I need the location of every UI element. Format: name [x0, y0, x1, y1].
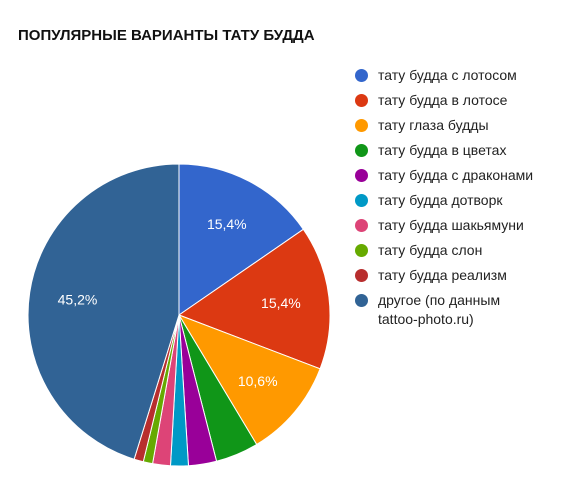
legend-swatch — [355, 119, 368, 132]
legend-item[interactable]: тату будда с лотосом — [355, 66, 555, 85]
slice-value-label: 15,4% — [261, 295, 301, 311]
legend-label: тату будда в лотосе — [378, 92, 508, 108]
pie-slice[interactable] — [178, 163, 305, 316]
pie-slice[interactable] — [177, 228, 331, 370]
legend-label: другое (по данным tattoo-photo.ru) — [378, 292, 501, 327]
legend-swatch — [355, 94, 368, 107]
legend-item[interactable]: тату будда слон — [355, 241, 555, 260]
pie-slice[interactable] — [177, 314, 321, 446]
legend-swatch — [355, 144, 368, 157]
legend-item[interactable]: тату будда в цветах — [355, 141, 555, 160]
legend-swatch — [355, 244, 368, 257]
slice-value-label: 15,4% — [207, 216, 247, 232]
legend-swatch — [355, 219, 368, 232]
legend-item[interactable]: другое (по данным tattoo-photo.ru) — [355, 291, 555, 329]
legend-label: тату будда в цветах — [378, 142, 507, 158]
legend-label: тату будда слон — [378, 242, 483, 258]
legend-label: тату будда дотворк — [378, 192, 503, 208]
legend-label: тату глаза будды — [378, 117, 489, 133]
pie-slice[interactable] — [27, 163, 180, 460]
legend-swatch — [355, 194, 368, 207]
legend-label: тату будда с драконами — [378, 167, 534, 183]
chart-legend: тату будда с лотосом тату будда в лотосе т… — [355, 66, 555, 335]
legend-item[interactable]: тату глаза будды — [355, 116, 555, 135]
legend-item[interactable]: тату будда с драконами — [355, 166, 555, 185]
legend-label: тату будда реализм — [378, 267, 507, 283]
legend-swatch — [355, 69, 368, 82]
legend-item[interactable]: тату будда реализм — [355, 266, 555, 285]
legend-swatch — [355, 294, 368, 307]
legend-item[interactable]: тату будда шакьямуни — [355, 216, 555, 235]
legend-label: тату будда шакьямуни — [378, 217, 524, 233]
legend-item[interactable]: тату будда дотворк — [355, 191, 555, 210]
legend-label: тату будда с лотосом — [378, 67, 517, 83]
legend-swatch — [355, 269, 368, 282]
slice-value-label: 10,6% — [238, 373, 278, 389]
legend-swatch — [355, 169, 368, 182]
chart-title: ПОПУЛЯРНЫЕ ВАРИАНТЫ ТАТУ БУДДА — [18, 27, 315, 44]
legend-item[interactable]: тату будда в лотосе — [355, 91, 555, 110]
slice-value-label: 45,2% — [58, 292, 98, 308]
